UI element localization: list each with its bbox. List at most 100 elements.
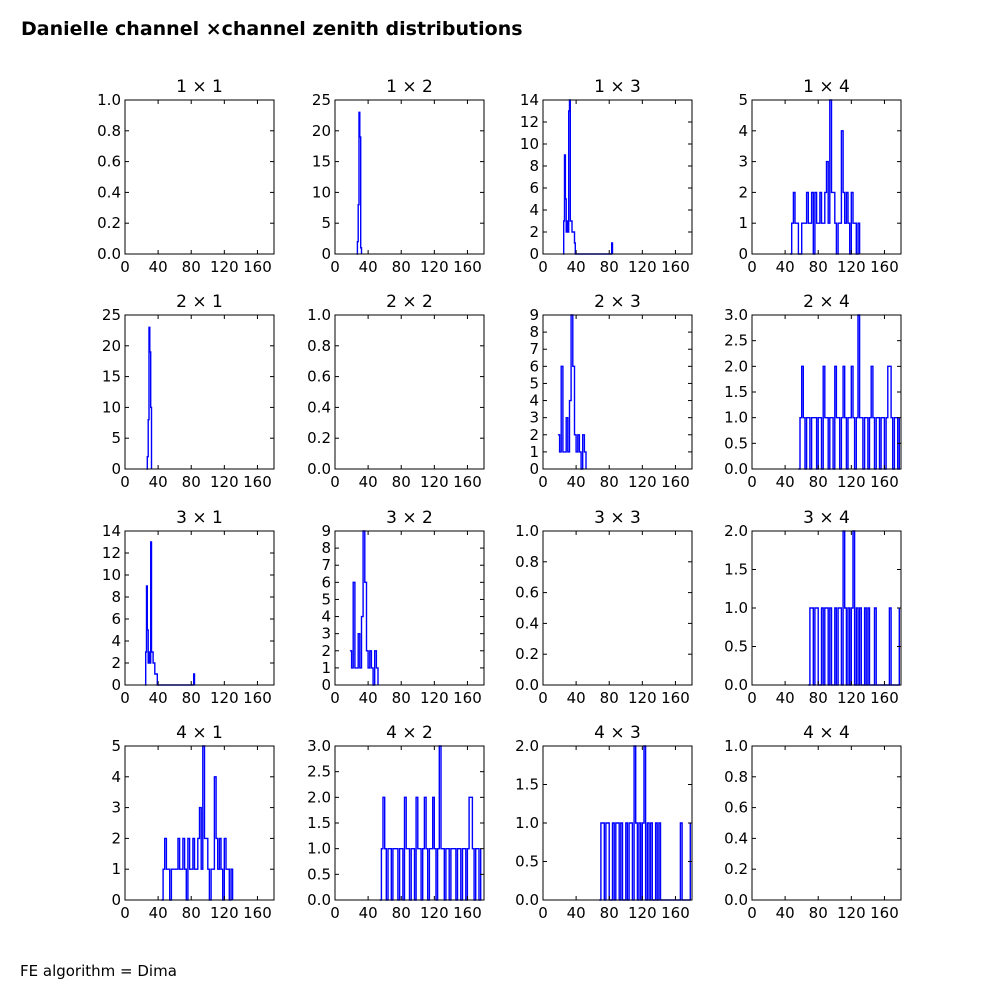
x-tick-label: 0	[330, 473, 340, 491]
y-tick-label: 1.5	[515, 776, 539, 794]
y-tick-label: 0	[321, 676, 331, 694]
y-tick-label: 0.6	[307, 368, 331, 386]
subplot-title: 3 × 4	[803, 508, 850, 528]
y-tick-label: 20	[312, 122, 331, 140]
x-tick-label: 160	[243, 473, 272, 491]
y-tick-label: 0.2	[724, 860, 748, 878]
series-line	[144, 541, 196, 686]
subplot-title: 1 × 2	[386, 77, 433, 97]
x-tick-label: 0	[747, 689, 757, 707]
x-tick-label: 160	[453, 904, 482, 922]
subplot-title: 2 × 4	[803, 292, 850, 312]
y-tick-label: 0	[738, 245, 748, 263]
subplot-title: 3 × 1	[176, 508, 223, 528]
y-tick-label: 12	[520, 113, 539, 131]
y-tick-label: 20	[102, 337, 121, 355]
x-tick-label: 40	[359, 904, 378, 922]
x-tick-label: 120	[628, 689, 657, 707]
subplot-1x3: 1 × 3 0 40 80 120 160 0 2 4 6 8 10 12 14	[520, 77, 693, 276]
x-tick-label: 80	[392, 904, 411, 922]
x-tick-label: 0	[538, 904, 548, 922]
y-tick-label: 9	[529, 306, 539, 324]
x-tick-label: 160	[453, 473, 482, 491]
y-tick-label: 0.6	[97, 153, 121, 171]
y-tick-label: 4	[738, 122, 748, 140]
axes-frame	[124, 530, 275, 686]
series-line	[349, 530, 379, 686]
x-tick-label: 40	[567, 904, 586, 922]
x-tick-label: 80	[600, 689, 619, 707]
x-tick-label: 0	[330, 904, 340, 922]
y-tick-label: 0.0	[724, 676, 748, 694]
y-tick-label: 2	[529, 223, 539, 241]
y-tick-label: 15	[312, 153, 331, 171]
y-tick-label: 3.0	[307, 737, 331, 755]
y-tick-label: 3	[321, 625, 331, 643]
y-tick-label: 2	[738, 183, 748, 201]
y-tick-label: 10	[102, 398, 121, 416]
y-tick-label: 0.6	[515, 584, 539, 602]
y-tick-label: 12	[102, 544, 121, 562]
subplot-title: 1 × 1	[176, 77, 223, 97]
series-line	[798, 314, 900, 470]
y-tick-label: 3.0	[724, 306, 748, 324]
x-tick-label: 40	[567, 689, 586, 707]
y-tick-label: 3	[529, 409, 539, 427]
series-line	[557, 314, 587, 470]
subplot-4x2: 4 × 2 0 40 80 120 160 0.0 0.5 1.0 1.5 2.0 2.5 3.0	[307, 723, 485, 922]
x-tick-label: 120	[837, 258, 866, 276]
y-tick-label: 25	[102, 306, 121, 324]
y-tick-label: 0	[529, 460, 539, 478]
series-line	[562, 99, 614, 255]
x-tick-label: 80	[392, 473, 411, 491]
y-tick-label: 14	[102, 522, 121, 540]
y-tick-label: 6	[321, 573, 331, 591]
x-tick-label: 40	[359, 689, 378, 707]
y-tick-label: 0.8	[515, 553, 539, 571]
y-tick-label: 4	[321, 608, 331, 626]
subplot-title: 4 × 4	[803, 723, 850, 743]
y-tick-label: 1.0	[515, 814, 539, 832]
subplot-title: 3 × 2	[386, 508, 433, 528]
x-tick-label: 160	[243, 258, 272, 276]
axes-frame	[751, 314, 902, 470]
y-tick-label: 0.5	[307, 865, 331, 883]
y-tick-label: 0.0	[515, 891, 539, 909]
y-tick-label: 4	[529, 392, 539, 410]
y-tick-label: 1.5	[307, 814, 331, 832]
y-tick-label: 5	[529, 374, 539, 392]
x-tick-label: 40	[567, 258, 586, 276]
x-tick-label: 0	[538, 473, 548, 491]
y-tick-label: 2.0	[724, 522, 748, 540]
subplot-1x2: 1 × 2 0 40 80 120 160 0 5 10 15 20 25	[312, 77, 485, 276]
subplot-title: 1 × 3	[594, 77, 641, 97]
y-tick-label: 1.0	[515, 522, 539, 540]
subplot-title: 2 × 1	[176, 292, 223, 312]
subplot-2x1: 2 × 1 0 40 80 120 160 0 5 10 15 20 25	[102, 292, 275, 491]
y-tick-label: 0.0	[724, 891, 748, 909]
y-tick-label: 0.0	[724, 460, 748, 478]
x-tick-label: 120	[837, 904, 866, 922]
y-tick-label: 10	[312, 183, 331, 201]
y-tick-label: 5	[321, 590, 331, 608]
axes-frame	[542, 530, 693, 686]
y-tick-label: 0.8	[307, 337, 331, 355]
subplot-4x4: 4 × 4 0 40 80 120 160 0.0 0.2 0.4 0.6 0.8 1.0	[724, 723, 902, 922]
y-tick-label: 4	[529, 201, 539, 219]
y-tick-label: 0.8	[724, 768, 748, 786]
y-tick-label: 1.0	[724, 599, 748, 617]
axes-frame	[334, 530, 485, 686]
y-tick-label: 0.5	[724, 434, 748, 452]
subplot-title: 3 × 3	[594, 508, 641, 528]
y-tick-label: 0.2	[515, 645, 539, 663]
axes-frame	[124, 314, 275, 470]
y-tick-label: 0.5	[724, 638, 748, 656]
axes-frame	[542, 99, 693, 255]
x-tick-label: 0	[747, 473, 757, 491]
y-tick-label: 1.5	[724, 383, 748, 401]
x-tick-label: 0	[330, 689, 340, 707]
series-line	[161, 745, 234, 901]
x-tick-label: 120	[628, 904, 657, 922]
y-tick-label: 2	[321, 642, 331, 660]
subplot-3x3: 3 × 3 0 40 80 120 160 0.0 0.2 0.4 0.6 0.8 1.0	[515, 508, 693, 707]
